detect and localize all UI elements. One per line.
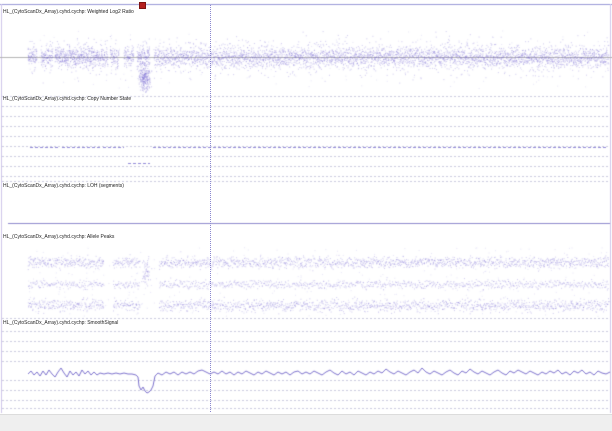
track-label-copy-number-state: HL_(CytoScanDx_Array).cyhd.cychp: Copy N…	[3, 96, 132, 102]
position-cursor-line	[210, 5, 211, 412]
track-label-allele-peaks: HL_(CytoScanDx_Array).cyhd.cychp: Allele…	[3, 234, 115, 240]
track-label-loh-segments: HL_(CytoScanDx_Array).cyhd.cychp: LOH (s…	[3, 183, 124, 189]
selection-marker[interactable]	[139, 2, 146, 9]
track-label-weighted-log2-ratio: HL_(CytoScanDx_Array).cyhd.cychp: Weight…	[3, 9, 134, 15]
track-label-smooth-signal: HL_(CytoScanDx_Array).cyhd.cychp: Smooth…	[3, 320, 119, 326]
footer-strip	[0, 414, 612, 431]
